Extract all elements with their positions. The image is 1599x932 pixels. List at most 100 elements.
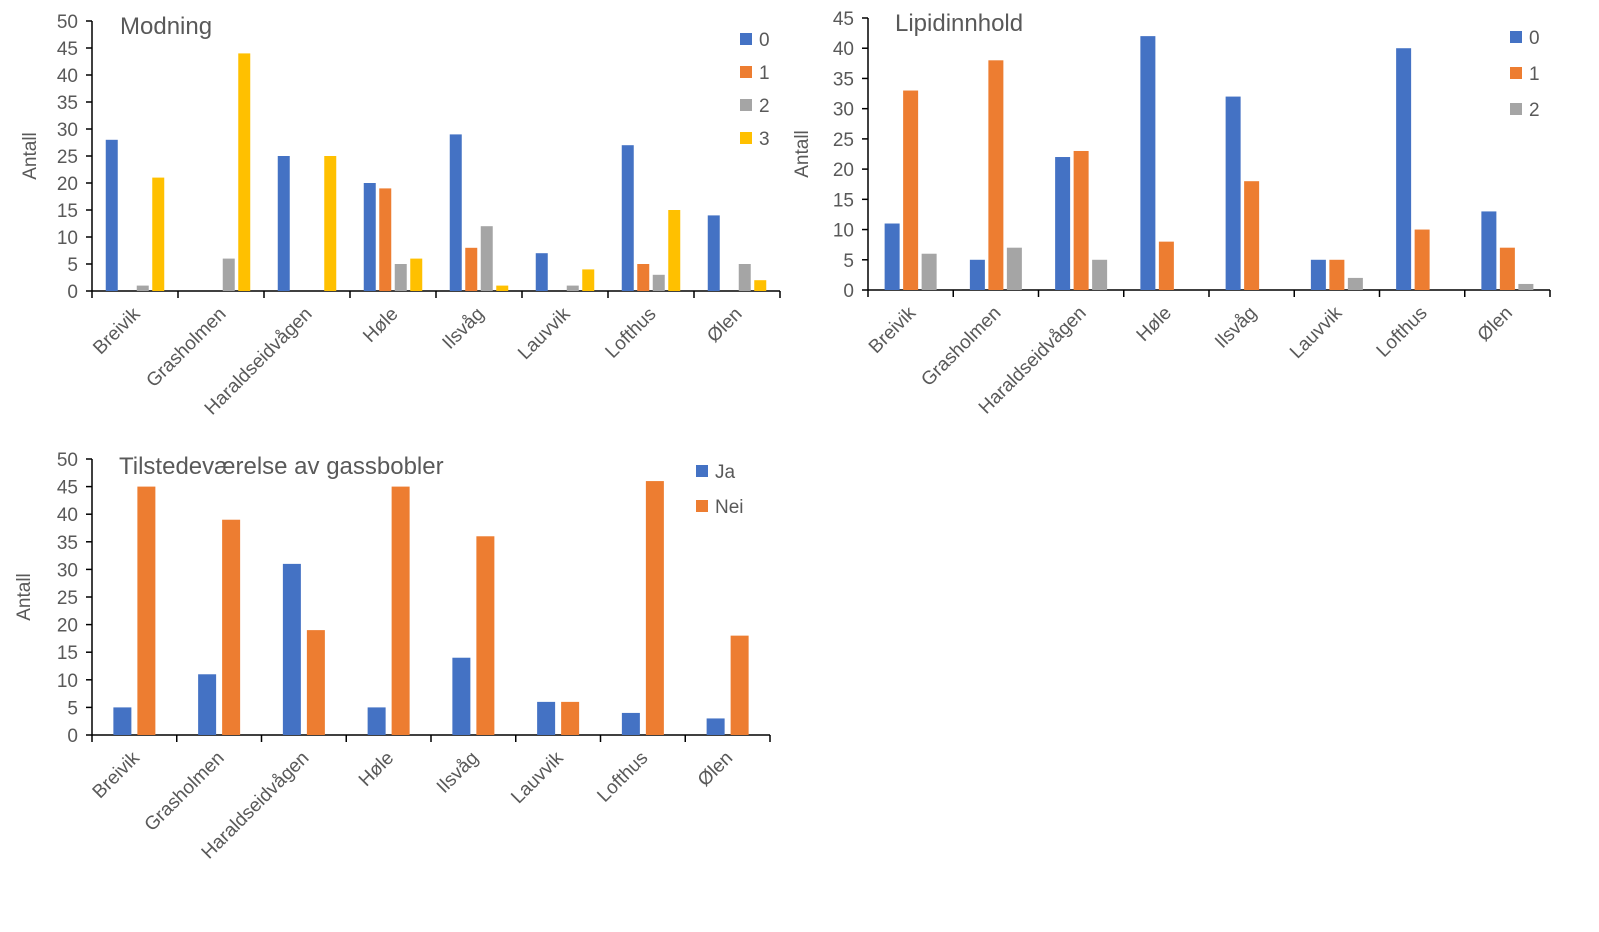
bar-ja (706, 718, 725, 735)
legend-label: 0 (759, 30, 770, 51)
legend-label: Ja (715, 462, 736, 483)
bar-0 (535, 253, 548, 291)
x-tick-label: Ilsvåg (439, 304, 489, 354)
y-tick-label: 30 (57, 560, 78, 581)
bar-1 (1499, 247, 1515, 290)
x-tick-label: Breivik (865, 302, 921, 358)
y-tick-label: 5 (843, 251, 854, 272)
y-tick-label: 5 (67, 698, 78, 719)
y-tick-label: 5 (67, 255, 78, 276)
bar-ja (113, 707, 132, 735)
y-tick-label: 25 (57, 147, 78, 168)
y-tick-label: 35 (57, 533, 78, 554)
y-tick-label: 10 (833, 221, 854, 242)
x-tick-label: Ølen (1474, 303, 1517, 346)
y-axis-label: Antall (792, 130, 813, 178)
x-tick-label: Høle (355, 748, 398, 791)
y-tick-label: 20 (57, 616, 78, 637)
x-tick-label: Grasholmen (141, 748, 229, 836)
bar-2 (480, 226, 493, 291)
y-tick-label: 0 (67, 282, 78, 303)
bar-0 (969, 259, 985, 290)
y-axis-label: Antall (14, 573, 35, 621)
y-tick-label: 20 (57, 174, 78, 195)
x-tick-label: Breivik (89, 303, 145, 359)
legend-label: Nei (715, 497, 744, 518)
bar-3 (668, 210, 681, 291)
legend-label: 1 (1529, 64, 1540, 85)
legend-swatch (1510, 31, 1522, 43)
x-tick-label: Lofthus (1373, 303, 1432, 362)
bar-2 (136, 285, 149, 291)
x-tick-label: Høle (359, 304, 402, 347)
x-tick-label: Ølen (703, 304, 746, 347)
bar-3 (152, 177, 165, 291)
bar-2 (222, 258, 235, 291)
y-tick-label: 20 (833, 160, 854, 181)
y-tick-label: 30 (833, 100, 854, 121)
y-tick-label: 10 (57, 228, 78, 249)
chart-title: Lipidinnhold (895, 10, 1023, 37)
y-tick-label: 15 (57, 201, 78, 222)
bar-0 (105, 139, 118, 291)
bar-1 (379, 188, 392, 291)
bar-nei (137, 486, 156, 735)
bar-0 (1396, 48, 1412, 290)
x-tick-label: Lauvvik (514, 303, 575, 364)
legend-swatch (1510, 103, 1522, 115)
x-tick-label: Ilsvåg (1211, 303, 1261, 353)
bar-0 (884, 223, 900, 290)
bar-1 (1329, 259, 1345, 290)
legend-swatch (696, 500, 708, 512)
bar-2 (1006, 247, 1022, 290)
y-tick-label: 40 (57, 66, 78, 87)
legend-label: 1 (759, 63, 770, 84)
bar-nei (645, 481, 664, 735)
bar-ja (198, 674, 217, 735)
y-tick-label: 35 (833, 69, 854, 90)
x-tick-label: Grasholmen (143, 304, 231, 392)
bar-nei (222, 519, 241, 735)
bar-3 (754, 280, 767, 291)
legend-swatch (740, 66, 752, 78)
y-tick-label: 45 (833, 9, 854, 30)
y-tick-label: 35 (57, 93, 78, 114)
bar-ja (621, 712, 640, 735)
y-tick-label: 25 (57, 588, 78, 609)
legend-label: 0 (1529, 28, 1540, 49)
chart-1: 05101520253035404550BreivikGrasholmenHar… (20, 12, 781, 419)
bar-2 (738, 264, 751, 291)
y-tick-label: 45 (57, 39, 78, 60)
legend-swatch (740, 99, 752, 111)
x-tick-label: Lofthus (593, 748, 652, 807)
bar-nei (476, 536, 495, 735)
y-tick-label: 40 (57, 505, 78, 526)
legend-label: 2 (759, 96, 770, 117)
bar-ja (282, 563, 301, 735)
y-tick-label: 0 (67, 726, 78, 747)
legend-swatch (740, 132, 752, 144)
bar-nei (391, 486, 410, 735)
bar-0 (363, 183, 376, 291)
bar-0 (621, 145, 634, 291)
bar-2 (1347, 277, 1363, 290)
bar-1 (1073, 150, 1089, 290)
bar-1 (637, 264, 650, 291)
bar-1 (1244, 181, 1260, 290)
bar-0 (707, 215, 720, 291)
bar-2 (1518, 283, 1534, 290)
bar-nei (306, 630, 325, 735)
bar-1 (1158, 241, 1174, 290)
bar-0 (1140, 36, 1156, 291)
chart-title: Modning (120, 13, 212, 40)
bar-2 (1092, 259, 1108, 290)
x-tick-label: Lauvvik (1286, 302, 1347, 363)
legend-swatch (1510, 67, 1522, 79)
y-tick-label: 25 (833, 130, 854, 151)
y-axis-label: Antall (20, 132, 41, 180)
bar-3 (324, 156, 337, 291)
bar-0 (449, 134, 462, 291)
bar-2 (566, 285, 579, 291)
y-tick-label: 40 (833, 39, 854, 60)
